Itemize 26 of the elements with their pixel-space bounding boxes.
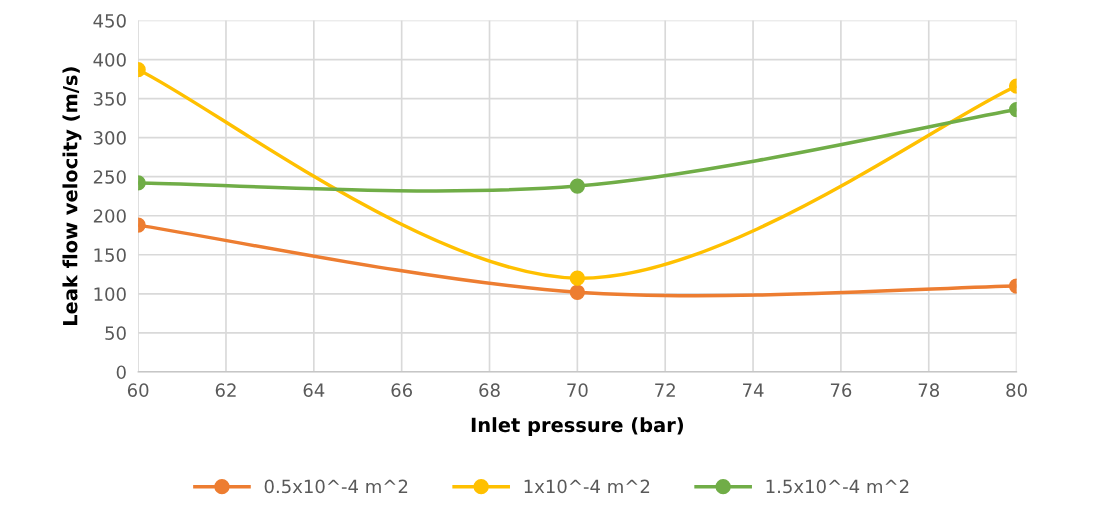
x-tick-label: 80 — [1006, 383, 1027, 398]
x-tick-label: 76 — [830, 383, 852, 398]
x-tick-label: 62 — [215, 383, 236, 398]
legend-label: 1.5x10^-4 m^2 — [766, 479, 909, 494]
x-tick-label: 70 — [567, 383, 588, 398]
x-tick-label: 60 — [127, 383, 149, 398]
legend-label: 0.5x10^-4 m^2 — [264, 479, 408, 494]
y-tick-label: 300 — [93, 131, 126, 145]
y-tick-label: 100 — [94, 287, 126, 301]
legend-label: 1x10^-4 m^2 — [524, 479, 650, 494]
y-tick-label: 150 — [94, 248, 126, 262]
y-tick-label: 450 — [93, 13, 126, 28]
y-tick-label: 400 — [93, 53, 126, 67]
x-tick-label: 64 — [303, 383, 325, 398]
y-axis-title: Leak flow velocity (m/s) — [62, 67, 82, 326]
y-tick-label: 250 — [93, 170, 126, 184]
y-tick-label: 350 — [93, 92, 126, 106]
x-tick-label: 74 — [743, 383, 764, 397]
x-tick-label: 66 — [391, 383, 413, 398]
y-tick-label: 50 — [105, 326, 126, 340]
x-tick-label: 78 — [918, 383, 939, 398]
x-tick-label: 68 — [479, 383, 500, 398]
x-axis-title: Inlet pressure (bar) — [471, 417, 684, 436]
y-tick-label: 200 — [93, 209, 126, 223]
x-tick-label: 72 — [655, 383, 675, 397]
y-tick-label: 0 — [116, 365, 126, 380]
